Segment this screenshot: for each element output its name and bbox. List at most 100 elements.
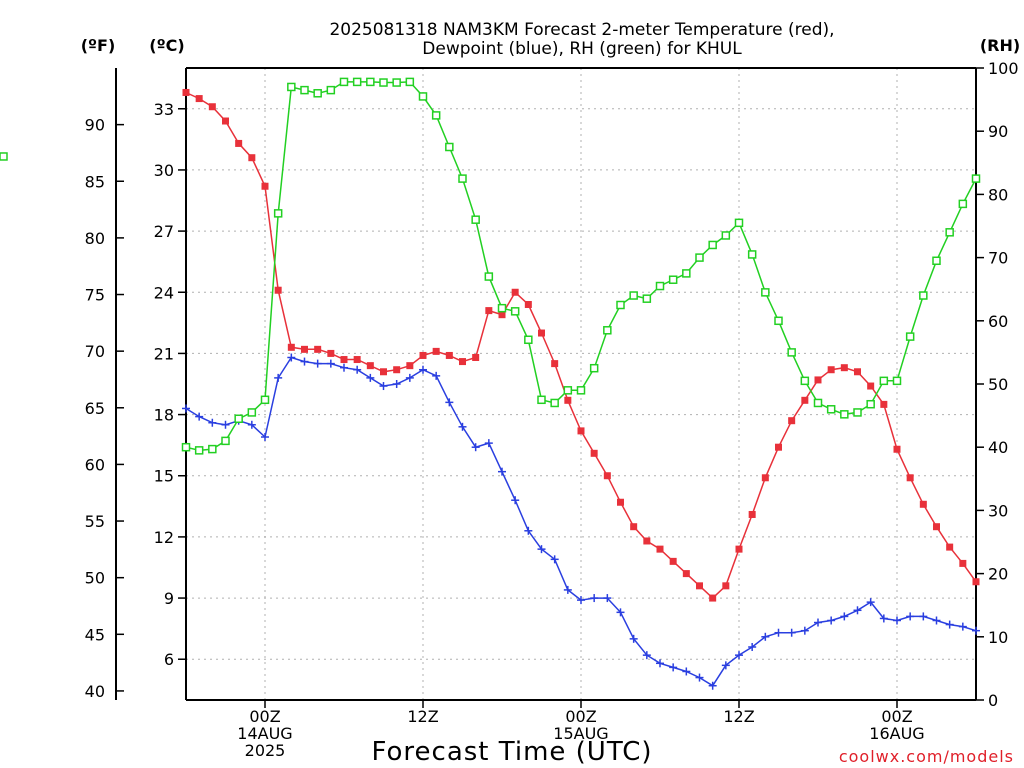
celsius-tick-label: 12 [154,528,174,547]
rh-point [352,77,362,87]
temperature-point [419,351,427,359]
rh-tick-label: 40 [988,438,1008,457]
rh-point [589,363,599,373]
temperature-point [564,396,572,404]
axes [115,67,984,708]
fahrenheit-unit-label: (ºF) [81,36,116,55]
dewpoint-point [721,661,730,670]
rh-point [366,77,375,87]
temperature-point [406,362,414,370]
temperature-point [590,449,598,457]
rh-point [919,291,928,300]
rh-point [721,231,731,240]
rh-point [563,386,573,395]
rh-point [300,85,309,95]
fahrenheit-tick-label: 40 [85,682,105,701]
temperature-point [972,578,980,586]
celsius-tick-label: 30 [154,161,174,180]
rh-point [905,332,915,341]
temperature-point [775,443,782,451]
dewpoint-point [511,496,520,505]
dewpoint-point [313,359,322,368]
dewpoint-point [353,365,362,374]
rh-point [971,174,981,183]
rh-point [273,209,283,218]
dewpoint-point [800,626,809,635]
rh-point [840,410,849,419]
dewpoint-point [405,373,414,382]
rh-unit-label: (RH) [980,36,1020,55]
temperature-point [761,474,769,482]
rh-tick-label: 30 [988,501,1008,520]
temperature-point [603,472,611,480]
rh-point [747,250,757,259]
dewpoint-point [656,659,664,668]
source-credit: coolwx.com/models [839,747,1014,766]
dewpoint-point [392,380,401,388]
dewpoint-point [787,628,796,637]
fahrenheit-tick-label: 85 [85,172,105,191]
dewpoint-point [550,555,559,564]
temperature-point [656,545,664,553]
dewpoint-point [840,612,849,621]
temperature-point [445,351,453,359]
rh-point [326,85,336,95]
fahrenheit-tick-label: 50 [85,569,105,588]
rh-tick-label: 20 [988,565,1008,584]
rh-point [813,398,823,408]
celsius-tick-label: 18 [154,406,174,425]
celsius-tick-label: 9 [164,589,174,608]
dewpoint-line [185,356,977,687]
dewpoint-point [221,420,230,429]
temperature-point [432,347,440,355]
dewpoint-point [879,614,888,623]
rh-point [668,275,678,284]
rh-point [629,291,638,300]
temperature-point [577,427,585,435]
rh-point [695,253,704,262]
rh-tick-label: 90 [988,122,1008,141]
rh-tick-label: 100 [988,59,1019,78]
rh-point [484,272,494,281]
rh-point [524,335,533,345]
temperature-point [222,117,229,125]
dewpoint-point [445,398,454,407]
celsius-tick-label: 15 [154,467,174,486]
rh-point [655,281,665,291]
gridlines [186,68,976,700]
temperature-point [274,286,282,294]
dewpoint-point [524,526,533,535]
temperature-point [643,537,651,545]
temperature-point [340,356,348,364]
dewpoint-point [853,606,862,615]
rh-point [181,442,191,452]
dewpoint-point [932,616,941,625]
dewpoint-point [208,418,217,427]
rh-tick-label: 50 [988,375,1008,394]
temperature-point [235,139,243,147]
dewpoint-point [945,620,954,629]
celsius-tick-label: 6 [164,650,174,669]
rh-point [576,386,586,395]
temperature-point [287,343,295,351]
x-tick-label: 2025 [245,741,286,760]
temperature-point [696,582,703,590]
rh-point [826,405,836,414]
data-series [0,77,981,690]
temperature-point [854,368,861,376]
dewpoint-point [379,382,388,391]
dewpoint-point [537,545,546,554]
dewpoint-point [432,371,441,380]
dewpoint-point [972,626,980,635]
temperature-point [722,582,730,590]
rh-point [234,414,243,424]
dewpoint-point [695,673,704,682]
temperature-point [814,376,822,384]
rh-point [932,256,941,266]
dewpoint-point [287,353,296,362]
rh-point [194,446,204,455]
x-axis-label: Forecast Time (UTC) [371,737,652,767]
rh-point [431,111,441,120]
rh-point [537,395,546,405]
dewpoint-point [893,616,901,625]
